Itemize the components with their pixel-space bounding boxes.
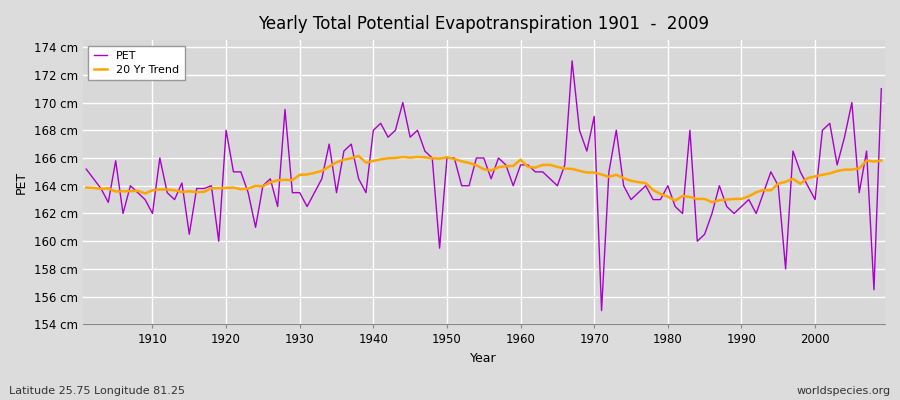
20 Yr Trend (302, 172, 312, 177)
Title: Yearly Total Potential Evapotranspiration 1901  -  2009: Yearly Total Potential Evapotranspiratio… (258, 15, 709, 33)
20 Yr Trend (353, 154, 364, 158)
PET (508, 183, 518, 188)
20 Yr Trend (515, 157, 526, 162)
Text: worldspecies.org: worldspecies.org (796, 386, 891, 396)
PET (596, 308, 607, 313)
PET (302, 204, 312, 209)
Text: Latitude 25.75 Longitude 81.25: Latitude 25.75 Longitude 81.25 (9, 386, 185, 396)
Line: PET: PET (86, 61, 881, 310)
PET (515, 162, 526, 167)
20 Yr Trend (523, 164, 534, 169)
Y-axis label: PET: PET (15, 171, 28, 194)
PET (81, 167, 92, 172)
Line: 20 Yr Trend: 20 Yr Trend (86, 156, 881, 202)
20 Yr Trend (140, 191, 150, 196)
X-axis label: Year: Year (471, 352, 497, 365)
20 Yr Trend (706, 200, 717, 205)
20 Yr Trend (876, 158, 886, 163)
PET (567, 58, 578, 63)
PET (346, 142, 356, 146)
20 Yr Trend (611, 172, 622, 177)
Legend: PET, 20 Yr Trend: PET, 20 Yr Trend (88, 46, 184, 80)
PET (618, 183, 629, 188)
PET (876, 86, 886, 91)
20 Yr Trend (346, 156, 356, 161)
20 Yr Trend (81, 185, 92, 190)
PET (140, 197, 150, 202)
